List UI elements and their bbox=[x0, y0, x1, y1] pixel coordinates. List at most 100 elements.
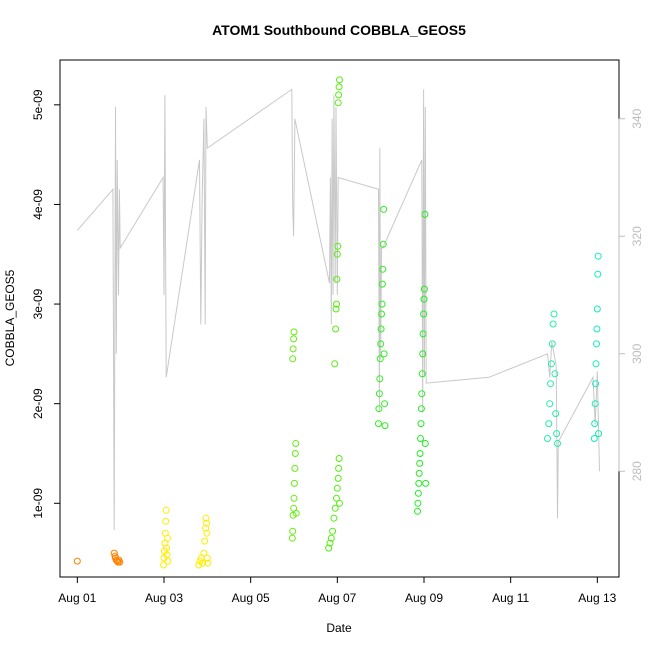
x-tick-label: Aug 07 bbox=[318, 591, 356, 605]
data-point bbox=[378, 310, 385, 318]
data-point bbox=[333, 484, 341, 492]
data-point bbox=[203, 519, 210, 527]
data-point bbox=[202, 514, 210, 522]
data-point bbox=[331, 360, 339, 368]
data-point bbox=[552, 410, 560, 418]
data-point bbox=[553, 430, 561, 438]
chart-title: ATOM1 Southbound COBBLA_GEOS5 bbox=[212, 22, 466, 38]
data-point bbox=[334, 242, 342, 250]
data-point bbox=[203, 554, 211, 562]
x-axis: Aug 01 Aug 03 Aug 05 Aug 07 Aug 09 Aug 11 Aug … bbox=[58, 576, 617, 605]
data-point bbox=[116, 558, 124, 566]
data-point bbox=[422, 479, 430, 487]
data-point bbox=[544, 435, 551, 442]
data-point bbox=[291, 450, 299, 457]
data-point bbox=[547, 380, 554, 388]
data-point bbox=[204, 559, 212, 567]
data-point bbox=[415, 469, 423, 477]
data-point bbox=[546, 400, 554, 408]
y2-tick-label: 340 bbox=[630, 108, 644, 128]
data-point bbox=[421, 210, 429, 218]
data-point bbox=[551, 370, 559, 378]
data-point bbox=[290, 494, 298, 502]
data-point bbox=[547, 360, 555, 368]
data-point bbox=[290, 335, 298, 343]
data-point bbox=[335, 464, 343, 472]
y-axis-label: COBBLA_GEOS5 bbox=[3, 269, 17, 366]
data-point bbox=[594, 270, 602, 278]
data-point bbox=[160, 561, 168, 569]
data-point bbox=[162, 506, 170, 514]
data-point bbox=[112, 556, 120, 564]
data-point bbox=[336, 76, 343, 84]
data-point bbox=[290, 479, 298, 487]
data-point bbox=[595, 430, 603, 438]
data-point bbox=[110, 549, 118, 557]
data-point bbox=[73, 557, 81, 565]
data-point bbox=[550, 310, 558, 318]
y2-tick-label: 280 bbox=[630, 461, 644, 481]
points-layer bbox=[73, 76, 603, 569]
data-point bbox=[590, 435, 598, 442]
data-point bbox=[335, 91, 343, 99]
data-point bbox=[290, 328, 298, 336]
data-point bbox=[420, 295, 428, 303]
y2-tick-label: 300 bbox=[630, 343, 644, 363]
x-tick-label: Aug 01 bbox=[58, 591, 96, 605]
data-point bbox=[326, 539, 334, 547]
data-point bbox=[375, 390, 383, 398]
data-point bbox=[593, 305, 601, 313]
data-point bbox=[554, 440, 561, 447]
data-point bbox=[414, 489, 422, 497]
y-axis: 1e-09 2e-09 3e-09 4e-09 5e-09 bbox=[31, 89, 61, 519]
data-point bbox=[548, 340, 556, 348]
data-point bbox=[420, 285, 428, 293]
data-point bbox=[164, 534, 171, 542]
data-point bbox=[381, 400, 389, 408]
data-point bbox=[419, 330, 427, 338]
data-point bbox=[417, 405, 425, 413]
data-point bbox=[331, 504, 339, 512]
data-point bbox=[414, 507, 421, 515]
y-tick-label: 2e-09 bbox=[31, 388, 45, 419]
data-point bbox=[549, 320, 557, 328]
data-point bbox=[200, 549, 208, 557]
data-point bbox=[335, 455, 343, 462]
data-point bbox=[377, 340, 385, 348]
data-point bbox=[376, 355, 384, 363]
data-point bbox=[333, 494, 340, 502]
data-point bbox=[164, 557, 172, 565]
data-point bbox=[336, 499, 343, 507]
y-tick-label: 3e-09 bbox=[31, 288, 45, 319]
data-point bbox=[163, 544, 171, 552]
data-point bbox=[421, 440, 429, 447]
data-point bbox=[379, 240, 387, 248]
data-point bbox=[330, 514, 338, 522]
data-point bbox=[334, 474, 342, 482]
data-point bbox=[288, 534, 296, 542]
data-point bbox=[416, 459, 424, 467]
data-point bbox=[416, 450, 424, 457]
data-point bbox=[377, 325, 385, 333]
data-point bbox=[329, 527, 337, 535]
data-point bbox=[332, 325, 340, 333]
data-point bbox=[593, 340, 600, 348]
data-point bbox=[289, 527, 297, 535]
data-point bbox=[420, 310, 428, 318]
data-point bbox=[592, 360, 600, 368]
data-point bbox=[203, 529, 211, 537]
data-point bbox=[379, 265, 387, 273]
data-point bbox=[291, 464, 299, 472]
y-tick-label: 5e-09 bbox=[31, 89, 45, 120]
x-tick-label: Aug 03 bbox=[145, 591, 183, 605]
data-point bbox=[292, 509, 300, 517]
data-point bbox=[162, 517, 170, 525]
data-point bbox=[378, 300, 386, 308]
y-tick-label: 1e-09 bbox=[31, 488, 45, 519]
x-tick-label: Aug 09 bbox=[405, 591, 443, 605]
data-point bbox=[419, 350, 427, 358]
data-point bbox=[325, 544, 333, 552]
data-point bbox=[333, 275, 341, 283]
data-point bbox=[289, 345, 297, 353]
